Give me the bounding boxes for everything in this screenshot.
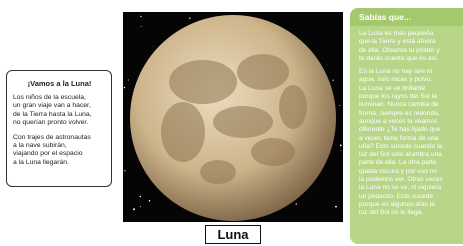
poem-line: no querían pronto volver. bbox=[13, 119, 106, 127]
fact-line: te darás cuenta que es así. bbox=[359, 55, 459, 63]
star bbox=[332, 80, 333, 81]
poem-paragraph: Los niños de la escuela,un gran viaje va… bbox=[13, 94, 106, 128]
fact-line: En la Luna no hay aire ni bbox=[359, 68, 459, 76]
poem-line: viajando por el espacio bbox=[13, 150, 106, 158]
fact-line: un pedacito. Esto sucede bbox=[359, 193, 459, 201]
fact-line: porque los rayos del Sol la bbox=[359, 93, 459, 101]
star bbox=[140, 206, 141, 207]
star bbox=[133, 208, 135, 210]
poem-title: ¡Vamos a la Luna! bbox=[13, 79, 106, 88]
star bbox=[296, 203, 297, 204]
fact-line: uña? Esto sucede cuando la bbox=[359, 143, 459, 151]
fact-line: La Luna es más pequeña bbox=[359, 30, 459, 38]
fact-line: forma, siempre es redonda, bbox=[359, 110, 459, 118]
poem-box: ¡Vamos a la Luna! Los niños de la escuel… bbox=[6, 70, 112, 187]
fact-line: a veces tiene forma de una bbox=[359, 135, 459, 143]
fact-line: agua, solo rocas y polvo. bbox=[359, 76, 459, 84]
star bbox=[339, 105, 340, 106]
fact-line: luz del Sol solo alumbra una bbox=[359, 151, 459, 159]
poem-line: Con trajes de astronautas bbox=[13, 134, 106, 142]
poem-line: un gran viaje van a hacer, bbox=[13, 102, 106, 110]
star bbox=[124, 87, 125, 88]
star bbox=[149, 200, 151, 202]
star bbox=[153, 46, 154, 47]
fact-line: iluminan. Nunca cambia de bbox=[359, 101, 459, 109]
moon-illustration bbox=[123, 12, 343, 222]
fact-line: queda oscura y por eso no bbox=[359, 168, 459, 176]
fact-line: La Luna se ve brillante bbox=[359, 85, 459, 93]
poem-line: a la Luna llegarán. bbox=[13, 159, 106, 167]
fact-line: que la Tierra y está afuera bbox=[359, 38, 459, 46]
poem-body: Los niños de la escuela,un gran viaje va… bbox=[13, 94, 106, 167]
star bbox=[124, 170, 125, 171]
image-caption: Luna bbox=[205, 225, 261, 244]
poem-line: a la nave subirán, bbox=[13, 142, 106, 150]
fact-line: la Luna no se ve, ni siquiera bbox=[359, 184, 459, 192]
fact-line: aunque a veces la veamos bbox=[359, 118, 459, 126]
star bbox=[189, 17, 190, 18]
fact-line: luz del Sol no le llega. bbox=[359, 209, 459, 217]
star bbox=[340, 145, 342, 147]
moon-image bbox=[123, 12, 343, 222]
star bbox=[140, 16, 141, 17]
poem-line: Los niños de la escuela, bbox=[13, 94, 106, 102]
fact-line: porque en algunos días la bbox=[359, 201, 459, 209]
star bbox=[140, 196, 141, 197]
fact-line: parte de ella. La otra parte bbox=[359, 159, 459, 167]
fact-line: la podemos ver. Otras veces bbox=[359, 176, 459, 184]
star bbox=[335, 206, 337, 208]
fact-title: Sabías que... bbox=[350, 8, 463, 26]
fact-line: diferente ¿Te has fijado que bbox=[359, 126, 459, 134]
star bbox=[128, 79, 129, 80]
poem-line: de la Tierra hasta la Luna, bbox=[13, 111, 106, 119]
fact-line: de ella. Observa tu póster y bbox=[359, 47, 459, 55]
page: {"left_box":{"title":"¡Vamos a la Luna!"… bbox=[0, 0, 463, 246]
star bbox=[141, 26, 142, 27]
star bbox=[340, 150, 341, 151]
